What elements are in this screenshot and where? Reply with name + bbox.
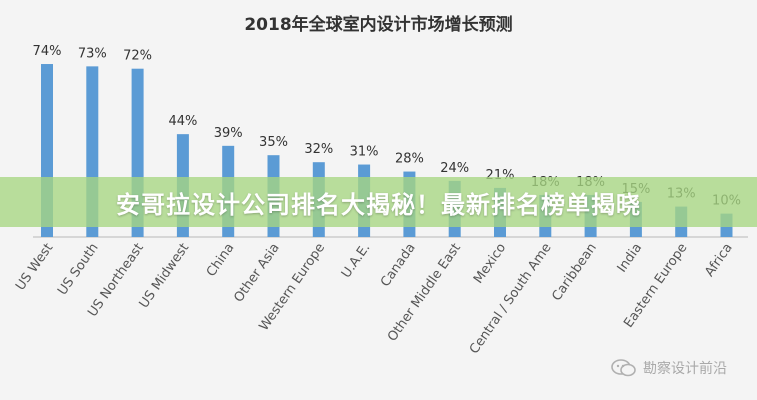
x-tick-label: US West: [13, 241, 56, 294]
watermark: 勘察设计前沿: [611, 358, 727, 378]
x-tick-label: India: [615, 241, 646, 276]
x-tick-label: Caribbean: [549, 241, 600, 304]
data-label: 72%: [123, 49, 152, 64]
x-tick-label: US South: [55, 241, 102, 298]
data-label: 73%: [78, 46, 107, 61]
x-tick-label: Other Asia: [231, 241, 282, 306]
data-label: 74%: [33, 44, 62, 59]
data-label: 44%: [168, 114, 197, 129]
data-label: 31%: [350, 145, 379, 160]
watermark-text: 勘察设计前沿: [643, 361, 727, 377]
overlay-banner: 安哥拉设计公司排名大揭秘！最新排名榜单揭晓: [0, 177, 757, 227]
x-tick-label: Africa: [702, 241, 736, 280]
banner-text: 安哥拉设计公司排名大揭秘！最新排名榜单揭晓: [116, 190, 641, 219]
x-tick-label: U.A.E.: [339, 241, 374, 281]
data-label: 35%: [259, 135, 288, 150]
x-tick-label: China: [204, 241, 238, 280]
data-label: 28%: [395, 152, 424, 167]
chart-title: 2018年全球室内设计市场增长预测: [244, 15, 513, 35]
data-label: 32%: [304, 142, 333, 157]
data-label: 39%: [214, 126, 243, 141]
x-tick-label: Mexico: [471, 241, 509, 287]
x-tick-label: Central / South Ame: [467, 241, 555, 357]
data-label: 24%: [440, 161, 469, 176]
x-tick-label: Canada: [378, 241, 419, 290]
wechat-icon: [611, 359, 636, 377]
